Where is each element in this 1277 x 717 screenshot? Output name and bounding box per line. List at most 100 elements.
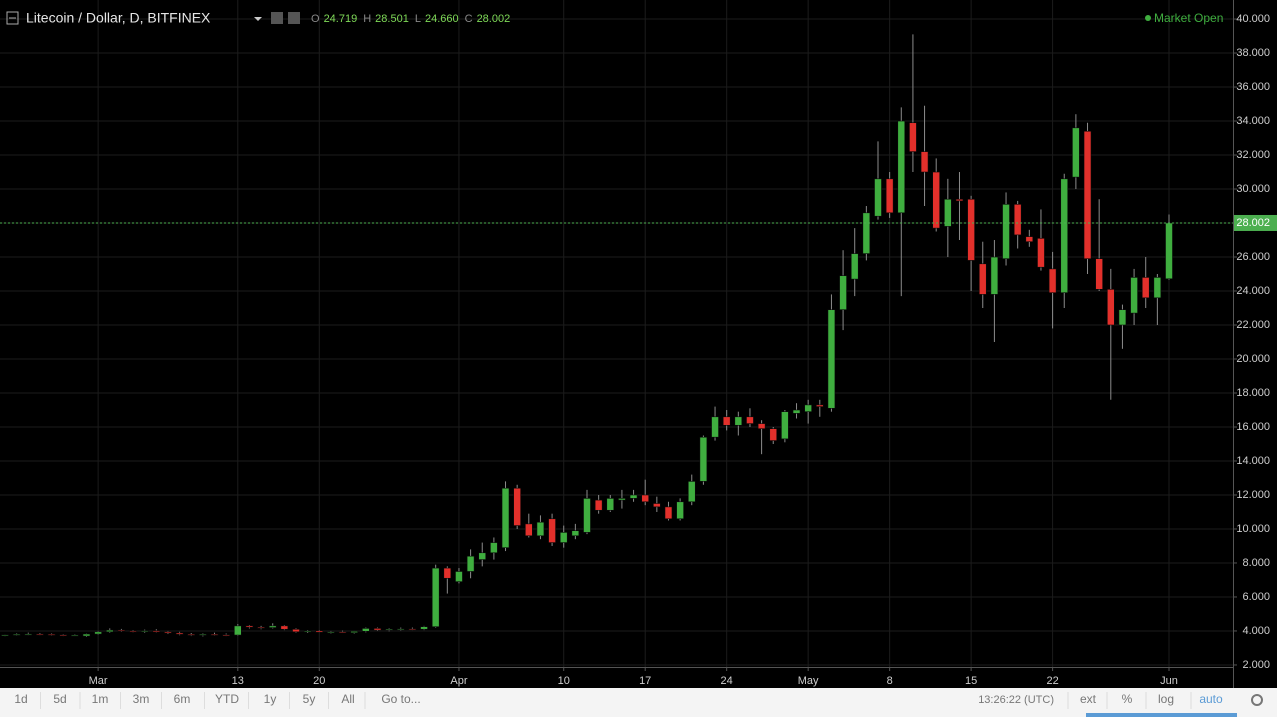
- candle-body: [1025, 236, 1034, 243]
- candle-body: [117, 629, 126, 632]
- y-tick-label: 34.000: [1236, 115, 1270, 127]
- candle-body: [944, 198, 952, 227]
- candle-body: [1002, 204, 1010, 260]
- candle-body: [711, 416, 719, 438]
- candle-body: [24, 633, 33, 636]
- menu-icon[interactable]: [6, 11, 19, 25]
- candle-body: [548, 518, 556, 543]
- scale-option[interactable]: log: [1158, 692, 1174, 706]
- ohlc-key: O: [311, 13, 320, 25]
- y-tick-label: 6.000: [1242, 591, 1270, 603]
- candle-body: [641, 494, 650, 503]
- candle-body: [12, 634, 21, 636]
- candle-body: [59, 634, 68, 637]
- candle-body: [804, 404, 812, 412]
- candle-body: [466, 555, 475, 572]
- candle-body: [199, 634, 207, 636]
- range-button[interactable]: 6m: [174, 692, 191, 706]
- candle-body: [501, 487, 510, 548]
- y-tick-label: 30.000: [1236, 183, 1270, 195]
- scale-option[interactable]: ext: [1080, 692, 1097, 706]
- y-tick-label: 16.000: [1236, 421, 1270, 433]
- market-status: Market Open: [1154, 11, 1223, 25]
- candle-body: [175, 632, 184, 635]
- gear-icon[interactable]: [1251, 694, 1263, 706]
- ohlc-value: 24.719: [324, 13, 358, 25]
- scale-option[interactable]: %: [1122, 692, 1133, 706]
- candle-body: [1072, 127, 1080, 178]
- x-tick-label: 15: [965, 675, 977, 687]
- y-tick-label: 38.000: [1236, 47, 1270, 59]
- candle-body: [885, 178, 894, 214]
- y-tick-label: 36.000: [1236, 81, 1270, 93]
- candle-body: [629, 494, 638, 499]
- clock: 13:26:22 (UTC): [978, 694, 1054, 706]
- x-tick-label: 10: [558, 675, 570, 687]
- x-tick-label: Mar: [89, 675, 108, 687]
- ohlc-value: 28.501: [375, 13, 409, 25]
- candle-body: [478, 552, 487, 560]
- candle-body: [606, 498, 615, 511]
- symbol-title[interactable]: Litecoin / Dollar, D, BITFINEX: [26, 10, 211, 26]
- candle-body: [839, 275, 847, 311]
- candle-body: [234, 625, 242, 636]
- range-button[interactable]: 1y: [264, 692, 277, 706]
- range-button[interactable]: 3m: [133, 692, 150, 706]
- candle-body: [769, 428, 778, 441]
- ohlc-value: 24.660: [425, 13, 459, 25]
- y-tick-label: 4.000: [1242, 625, 1270, 637]
- settings-icon[interactable]: [271, 12, 283, 24]
- y-tick-label: 20.000: [1236, 353, 1270, 365]
- compare-icon[interactable]: [288, 12, 300, 24]
- candle-body: [909, 122, 917, 152]
- candle-body: [455, 571, 463, 582]
- candle-body: [1048, 268, 1057, 294]
- candle-body: [1165, 222, 1173, 280]
- candle-body: [105, 629, 114, 633]
- candle-body: [338, 631, 347, 634]
- y-tick-label: 26.000: [1236, 251, 1270, 263]
- candle-body: [71, 634, 79, 637]
- range-button[interactable]: 1m: [92, 692, 109, 706]
- bottom-bar-accent: [1086, 713, 1237, 717]
- candle-body: [164, 631, 172, 634]
- range-button[interactable]: YTD: [215, 692, 239, 706]
- x-tick-label: Jun: [1160, 675, 1178, 687]
- range-button[interactable]: 5y: [303, 692, 316, 706]
- x-tick-label: 8: [887, 675, 893, 687]
- candle-body: [687, 481, 696, 503]
- candle-body: [781, 411, 789, 440]
- candle-body: [513, 487, 521, 526]
- candle-body: [373, 628, 382, 631]
- candle-body: [1130, 277, 1138, 314]
- y-tick-label: 8.000: [1242, 557, 1270, 569]
- candle-body: [94, 631, 102, 635]
- candle-body: [408, 628, 417, 631]
- range-button[interactable]: Go to...: [381, 692, 420, 706]
- candle-body: [955, 198, 964, 202]
- candle-body: [1095, 258, 1103, 290]
- symbol-dropdown[interactable]: [254, 17, 262, 21]
- candle-body: [1013, 204, 1022, 236]
- candle-body: [385, 628, 393, 631]
- x-tick-label: 17: [639, 675, 651, 687]
- y-tick-label: 2.000: [1242, 659, 1270, 671]
- candle-body: [396, 628, 405, 631]
- range-button[interactable]: 5d: [53, 692, 66, 706]
- candle-body: [699, 436, 708, 482]
- candle-body: [1153, 277, 1162, 299]
- range-button[interactable]: 1d: [14, 692, 27, 706]
- scale-option[interactable]: auto: [1199, 692, 1223, 706]
- candle-body: [664, 506, 673, 520]
- x-tick-label: Apr: [450, 675, 467, 687]
- y-tick-label: 18.000: [1236, 387, 1270, 399]
- candle-body: [967, 198, 975, 261]
- range-button[interactable]: All: [341, 692, 354, 706]
- candle-body: [792, 409, 801, 414]
- candle-body: [350, 631, 359, 633]
- x-tick-label: 13: [232, 675, 244, 687]
- y-tick-label: 12.000: [1236, 489, 1270, 501]
- candle-body: [152, 630, 161, 633]
